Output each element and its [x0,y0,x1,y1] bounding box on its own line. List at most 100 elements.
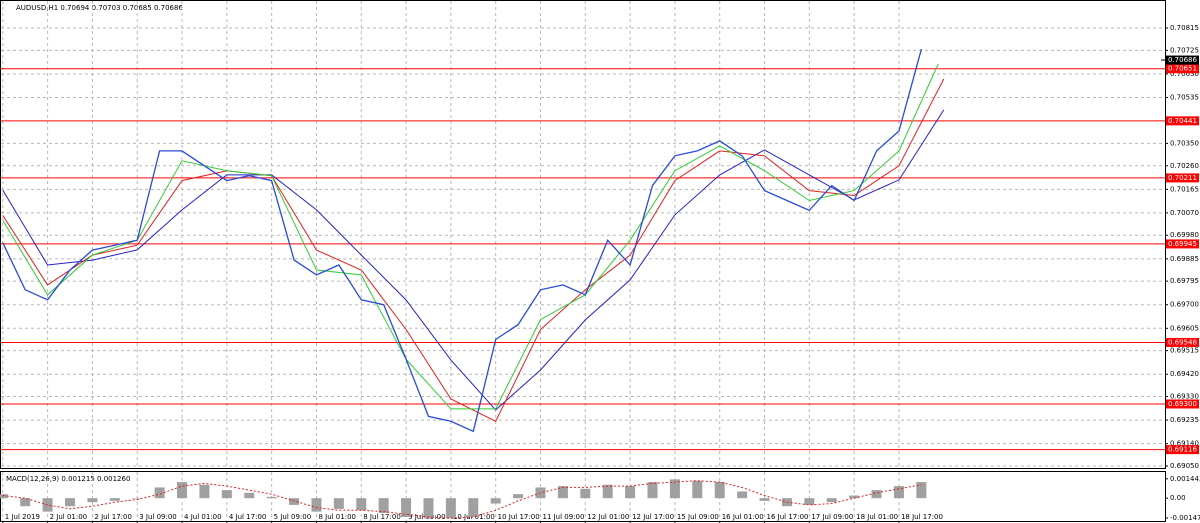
x-tick-label: 16 Jul 17:00 [767,513,809,521]
x-tick-label: 5 Jul 09:00 [274,513,312,521]
y-tick-label: 0.70725 [1170,46,1199,54]
macd-bar [199,484,210,499]
macd-bar [0,494,8,499]
macd-bar [602,484,613,499]
macd-bar [87,498,98,503]
y-tick-label: 0.69330 [1170,393,1199,401]
x-tick-label: 11 Jul 09:00 [542,513,584,521]
macd-bar [692,480,703,499]
macd-bar [333,498,344,509]
macd-bar [423,498,434,519]
macd-bar [557,486,568,499]
main-pane [0,0,1166,469]
y-tick-label: 0.69235 [1170,416,1199,424]
x-tick-label: 15 Jul 09:00 [677,513,719,521]
x-tick-label: 10 Jul 17:00 [498,513,540,521]
macd-bar [804,498,815,505]
macd-bar [871,490,882,499]
y-tick-label: 0.001443 [1170,475,1200,483]
level-label: 0.69300 [1168,400,1197,408]
y-tick-label: 0.69140 [1170,440,1199,448]
x-tick-label: 18 Jul 17:00 [901,513,943,521]
y-tick-label: 0.70165 [1170,185,1199,193]
moving-average [2,63,939,410]
y-tick-label: 0.69050 [1170,462,1199,470]
x-tick-label: 8 Jul 17:00 [363,513,401,521]
macd-bar [65,498,76,507]
macd-bar [445,498,456,519]
level-label-bg [1166,399,1199,409]
level-label: 0.69945 [1168,240,1197,248]
macd-label: MACD(12,26,9) 0.001215 0.001260 [6,475,130,483]
level-label-bg [1166,116,1199,126]
x-tick-label: 10 Jul 01:00 [453,513,495,521]
macd-bar [109,498,120,501]
x-tick-label: 4 Jul 17:00 [229,513,267,521]
level-label-bg [1166,337,1199,347]
macd-bar [669,479,680,499]
level-label: 0.70441 [1168,117,1197,125]
y-tick-label: 0.69700 [1170,301,1199,309]
macd-bar [826,498,837,503]
last-price-bg [1166,55,1199,65]
y-tick-label: 0.70260 [1170,162,1199,170]
macd-bar [378,498,389,513]
x-tick-label: 16 Jul 01:00 [722,513,764,521]
macd-bar [177,482,188,499]
x-tick-label: 12 Jul 01:00 [587,513,629,521]
y-tick-label: 0.69795 [1170,277,1199,285]
macd-bar [468,498,479,517]
level-label: 0.69548 [1168,338,1197,346]
macd-bar [647,482,658,499]
y-tick-label: 0.69605 [1170,324,1199,332]
y-tick-label: 0.70630 [1170,70,1199,78]
macd-bar [154,487,165,499]
macd-bar [625,486,636,499]
macd-bar [759,498,770,501]
price-line [2,48,923,433]
x-tick-label: 2 Jul 01:00 [50,513,88,521]
x-tick-label: 17 Jul 09:00 [811,513,853,521]
level-label-bg [1166,445,1199,455]
macd-bar [221,490,232,499]
macd-signal [2,480,922,519]
x-tick-label: 2 Jul 17:00 [94,513,132,521]
y-tick-label: 0.69420 [1170,370,1199,378]
macd-bar [311,498,322,512]
y-tick-label: 0.69980 [1170,231,1199,239]
y-tick-label: -0.001477 [1170,514,1200,522]
macd-bar [20,498,31,507]
macd-bar [401,498,412,517]
macd-bar [244,492,255,499]
macd-bar [132,498,143,499]
x-tick-label: 3 Jul 09:00 [139,513,177,521]
macd-bar [714,482,725,499]
x-tick-label: 12 Jul 17:00 [632,513,674,521]
level-label: 0.70211 [1168,174,1197,182]
level-label-bg [1166,173,1199,183]
x-tick-label: 18 Jul 01:00 [856,513,898,521]
level-label-bg [1166,239,1199,249]
macd-bar [580,488,591,499]
last-price-label: 0.70686 [1168,56,1197,64]
y-tick-label: 0.69885 [1170,255,1199,263]
y-tick-label: 0.00 [1170,494,1186,502]
macd-bar [849,495,860,499]
macd-bar [490,498,501,504]
chart-header: AUDUSD,H1 0.70694 0.70703 0.70685 0.7068… [16,4,183,12]
moving-average [2,109,945,411]
y-tick-label: 0.70815 [1170,24,1199,32]
y-tick-label: 0.70070 [1170,209,1199,217]
y-tick-label: 0.70350 [1170,139,1199,147]
level-label-bg [1166,64,1199,74]
x-tick-label: 4 Jul 01:00 [184,513,222,521]
level-label: 0.70651 [1168,65,1197,73]
macd-bar [513,494,524,499]
y-tick-label: 0.70535 [1170,94,1199,102]
macd-bar [289,498,300,505]
macd-bar [356,498,367,511]
macd-bar [893,486,904,499]
macd-bar [266,496,277,499]
macd-bar [916,482,927,499]
